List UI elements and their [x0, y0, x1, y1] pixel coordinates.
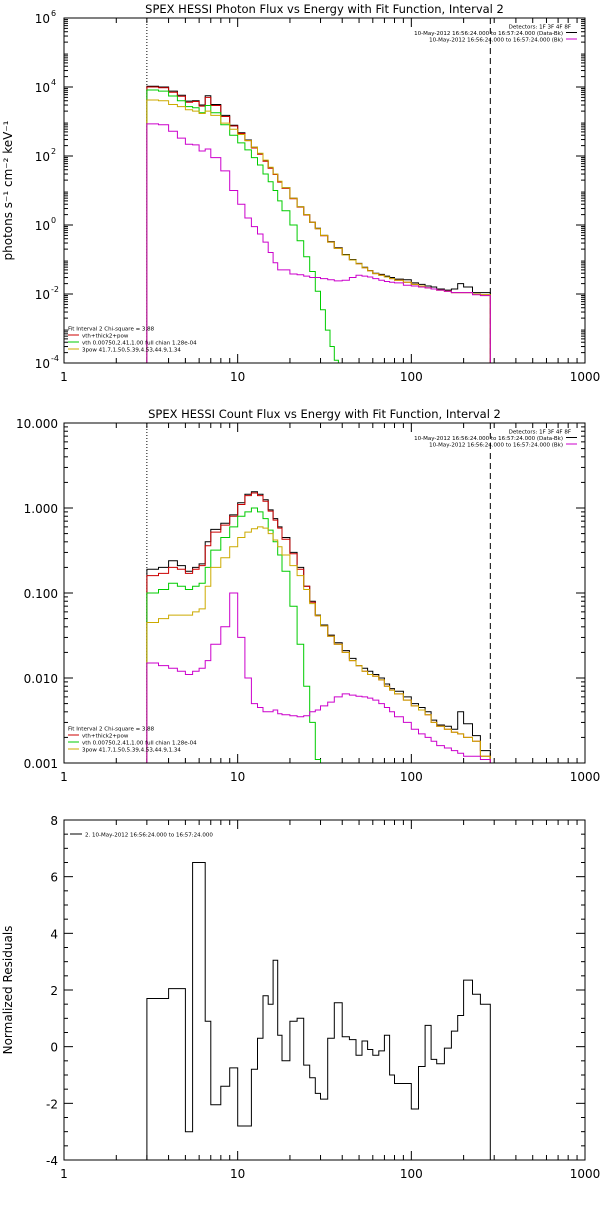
x-tick-label: 10: [230, 1167, 245, 1181]
y-tick-label: 0: [50, 1041, 58, 1055]
y-tick-label: 0.010: [24, 672, 58, 686]
y-tick-label: 8: [50, 814, 58, 828]
legend-entry: 10-May-2012 16:56:24.000 to 16:57:24.000…: [414, 436, 563, 442]
y-tick-label: 10.000: [16, 417, 58, 431]
series-group: [146, 491, 491, 763]
y-tick-label: 10: [35, 357, 50, 371]
y-tick-exponent: 4: [51, 78, 56, 87]
legend-entry: 3pow 41.7,1.50,5.39,4.53,44.9,1.34: [82, 748, 181, 754]
legend-entry: Fit Interval 2 Chi-square = 3.88: [68, 327, 155, 333]
y-tick-exponent: 0: [51, 216, 56, 225]
chart-panel-3: Normalized Residuals 1 10 100 1000 -4 -2 0 2 4 6 8 2…: [1, 814, 600, 1181]
legend-entry: vth+thick2+pow: [82, 734, 129, 740]
series-2-line: [146, 86, 491, 363]
legend-entry: vth 0.00750,2.41,1.00 full chian 1.28e-0…: [82, 741, 197, 747]
y-tick-label: 0.001: [24, 757, 58, 771]
y-tick-label: 0.100: [24, 587, 58, 601]
x-tick-label: 100: [400, 1167, 423, 1181]
legend-entry: 3pow 41.7,1.50,5.39,4.53,44.9,1.34: [82, 348, 181, 354]
y-axis-label: Normalized Residuals: [1, 926, 15, 1055]
x-tick-label: 100: [400, 770, 423, 784]
chart-title: SPEX HESSI Photon Flux vs Energy with Fi…: [145, 2, 504, 16]
legend-entry: 10-May-2012 16:56:24.000 to 16:57:24.000…: [429, 38, 563, 44]
chart-panel-1: SPEX HESSI Photon Flux vs Energy with Fi…: [1, 2, 600, 384]
legend-entry: Detectors: 1F 3F 4F 8F: [509, 430, 571, 436]
y-tick-label: 10: [35, 81, 50, 95]
legend-entry: vth 0.00750,2.41,1.00 full chian 1.28e-0…: [82, 341, 197, 347]
y-tick-label: 6: [50, 871, 58, 885]
series-5-line: [146, 123, 491, 363]
y-tick-label: 10: [35, 12, 50, 26]
series-5-line: [146, 592, 491, 763]
series-group: [146, 85, 491, 363]
y-tick-label: -2: [46, 1097, 58, 1111]
legend-entry: 10-May-2012 16:56:24.000 to 16:57:24.000…: [429, 443, 563, 449]
series-1-line: [146, 85, 491, 363]
chart-panel-2: SPEX HESSI Count Flux vs Energy with Fit…: [16, 407, 600, 784]
plot-frame: [63, 422, 586, 764]
series-3-line: [146, 89, 343, 363]
x-tick-label: 1000: [570, 370, 600, 384]
plot-frame: [63, 17, 586, 364]
legend-entry: Fit Interval 2 Chi-square = 3.88: [68, 727, 155, 733]
x-tick-label: 10: [230, 770, 245, 784]
legend-entry: Detectors: 1F 3F 4F 8F: [509, 25, 571, 31]
x-tick-label: 1: [60, 370, 68, 384]
series-group: [146, 862, 491, 1160]
y-tick-exponent: 2: [51, 147, 56, 156]
legend-entry: vth+thick2+pow: [82, 334, 129, 340]
series-1-line: [146, 862, 491, 1160]
series-3-line: [146, 507, 321, 763]
plot-frame: [63, 819, 586, 1161]
y-tick-label: -4: [46, 1154, 58, 1168]
series-2-line: [146, 492, 491, 763]
series-1-line: [146, 491, 491, 763]
y-tick-exponent: -4: [51, 354, 59, 363]
series-4-line: [146, 526, 491, 763]
legend-entry: 10-May-2012 16:56:24.000 to 16:57:24.000…: [414, 31, 563, 37]
legend-entry: 2. 10-May-2012 16:56:24.000 to 16:57:24.…: [85, 833, 213, 839]
x-tick-label: 100: [400, 370, 423, 384]
x-tick-label: 1000: [570, 770, 600, 784]
y-tick-exponent: -2: [51, 285, 59, 294]
x-tick-label: 10: [230, 370, 245, 384]
y-tick-label: 2: [50, 984, 58, 998]
y-tick-exponent: 6: [51, 9, 56, 18]
y-axis-label: photons s⁻¹ cm⁻² keV⁻¹: [1, 120, 15, 260]
chart-title: SPEX HESSI Count Flux vs Energy with Fit…: [148, 407, 501, 421]
x-tick-label: 1: [60, 770, 68, 784]
y-tick-label: 10: [35, 219, 50, 233]
series-4-line: [146, 99, 491, 363]
y-tick-label: 10: [35, 150, 50, 164]
y-tick-label: 4: [50, 927, 58, 941]
x-tick-label: 1: [60, 1167, 68, 1181]
y-tick-label: 10: [35, 288, 50, 302]
x-tick-label: 1000: [570, 1167, 600, 1181]
y-tick-label: 1.000: [24, 502, 58, 516]
